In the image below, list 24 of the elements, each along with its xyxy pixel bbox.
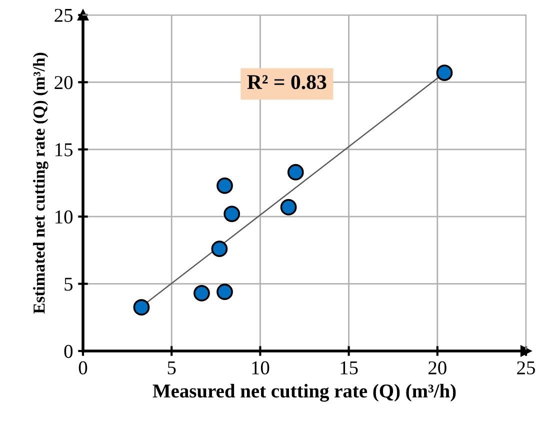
point bbox=[280, 199, 297, 216]
point bbox=[211, 240, 228, 258]
point bbox=[224, 206, 240, 222]
x-tick-label: 15 bbox=[340, 361, 358, 374]
annotation: R² = 0.83 bbox=[247, 75, 326, 90]
point bbox=[287, 164, 304, 180]
point bbox=[133, 299, 150, 316]
x-tick-label: 0 bbox=[78, 361, 88, 374]
x-axis-title: Measured net cutting rate (Q) (m³/h) bbox=[152, 384, 456, 402]
point bbox=[216, 178, 233, 194]
point bbox=[194, 285, 210, 302]
y-tick-label: 10 bbox=[56, 210, 73, 224]
y-tick-label: 20 bbox=[54, 76, 73, 90]
x-tick-label: 10 bbox=[252, 361, 270, 374]
y-tick-label: 0 bbox=[64, 344, 73, 358]
y-tick-label: 15 bbox=[56, 143, 73, 156]
x-tick-label: 5 bbox=[168, 361, 176, 374]
point bbox=[216, 284, 233, 300]
point bbox=[436, 64, 453, 81]
x-tick-label: 20 bbox=[428, 361, 446, 374]
y-tick-label: 5 bbox=[64, 278, 73, 291]
y-tick-label: 25 bbox=[54, 8, 73, 22]
x-tick-label: 25 bbox=[517, 361, 535, 374]
y-axis-title: Estimated net cutting rate (Q) (m³/h) bbox=[33, 52, 48, 314]
